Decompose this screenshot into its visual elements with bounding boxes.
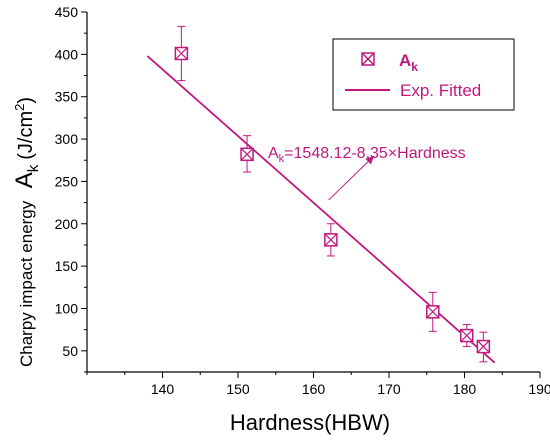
data-point-cross (460, 329, 474, 343)
data-point-cross (174, 47, 188, 60)
legend: Ak Exp. Fitted (332, 38, 515, 111)
y-tick-label: 100 (55, 300, 79, 316)
y-axis-title-symbol-sub: k (25, 164, 42, 172)
data-point-cross (240, 147, 254, 161)
y-tick-label: 350 (55, 89, 79, 105)
x-tick-label: 180 (453, 381, 477, 397)
x-tick-label: 190 (528, 381, 550, 397)
annotation-equation-main: A (268, 145, 279, 162)
annotation-arrow-head (365, 156, 374, 165)
legend-label-series-main: A (399, 51, 411, 70)
x-tick-label: 170 (377, 381, 401, 397)
x-tick-label: 150 (226, 381, 250, 397)
y-tick-label: 450 (55, 4, 79, 20)
x-tick-label: 160 (302, 381, 326, 397)
legend-marker-square-x-icon (361, 52, 375, 66)
axes: 140 150 160 170 180 190 50 100 150 200 250 300 350 40… (55, 4, 550, 397)
y-axis-title-prefix: Charpy impact energy (17, 200, 36, 367)
y-tick-label: 400 (55, 46, 79, 62)
y-tick-label: 200 (55, 216, 79, 232)
data-point-cross (426, 305, 440, 319)
y-tick-label: 250 (55, 173, 79, 189)
x-tick-label: 140 (151, 381, 175, 397)
data-point-cross (324, 233, 338, 247)
y-tick-label: 50 (62, 343, 78, 359)
annotation-equation-sub: k (279, 153, 285, 165)
annotation-equation: Ak=1548.12-8.35×Hardness (268, 145, 466, 165)
y-tick-label: 300 (55, 131, 79, 147)
annotation-arrow-line (328, 155, 375, 201)
annotation-equation-rest: =1548.12-8.35×Hardness (284, 145, 465, 162)
legend-label-series: Ak (399, 51, 418, 74)
y-axis-title-unit: (J/cm (15, 111, 37, 160)
legend-label-fit: Exp. Fitted (400, 81, 481, 100)
data-point-cross (476, 340, 490, 354)
y-axis-title-unit-close: ) (15, 97, 37, 104)
legend-box (332, 38, 515, 111)
y-axis-title-symbol: A (11, 172, 38, 188)
plot-area (146, 25, 496, 364)
y-axis-title-unit-sup: 2 (12, 104, 27, 111)
y-tick-label: 150 (55, 258, 79, 274)
legend-label-series-sub: k (411, 60, 418, 74)
x-axis-title: Hardness(HBW) (230, 410, 390, 435)
y-axis-title: Charpy impact energy Ak (J/cm2) (11, 97, 42, 367)
